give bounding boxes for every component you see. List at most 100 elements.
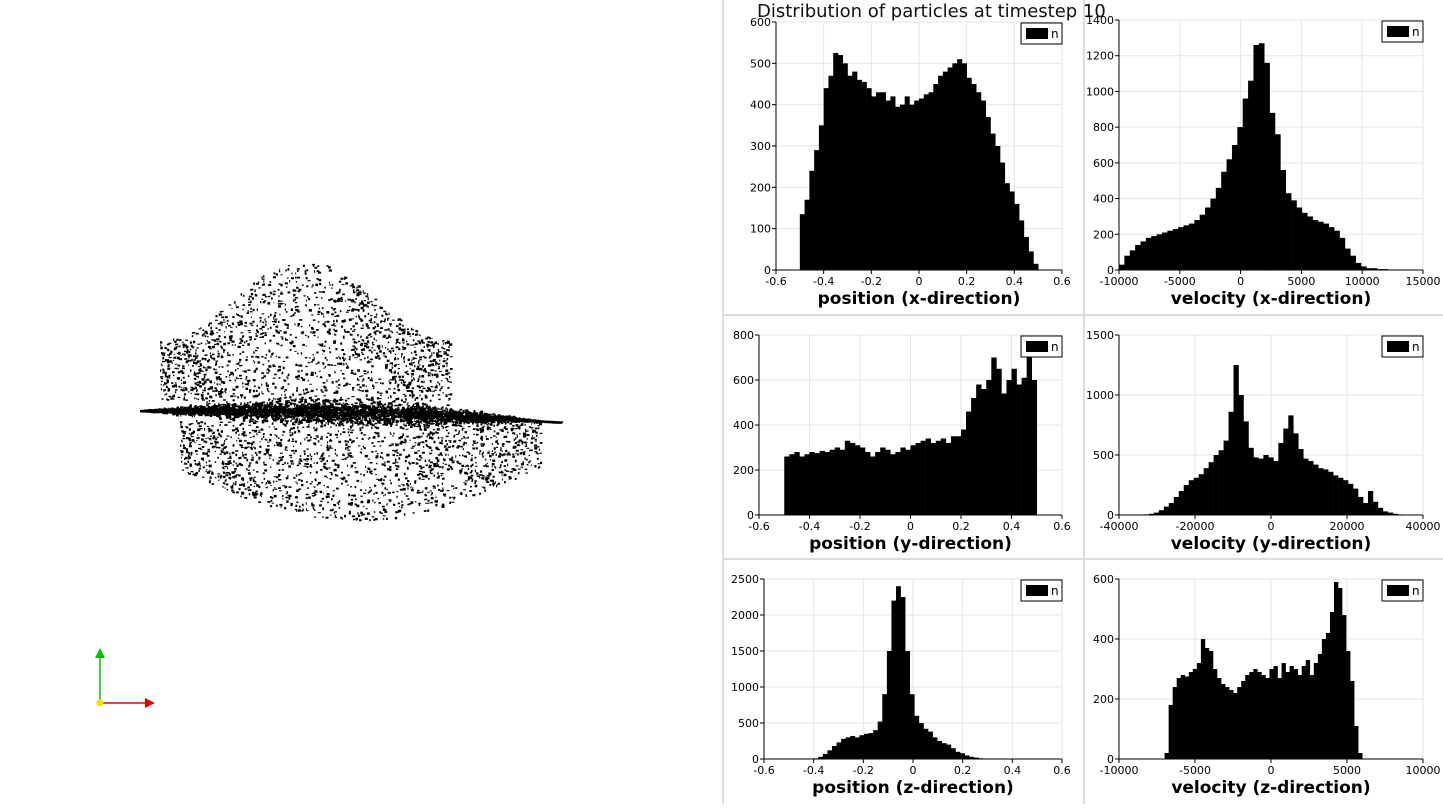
histogram-bar bbox=[1157, 234, 1163, 270]
histogram-bar bbox=[810, 452, 815, 515]
histogram-bar bbox=[835, 448, 840, 516]
histogram-bar bbox=[1184, 225, 1190, 270]
histogram-bar bbox=[1273, 461, 1278, 515]
histogram-bar bbox=[1346, 651, 1350, 759]
histogram-bar bbox=[1378, 508, 1383, 515]
histogram-bar bbox=[1165, 753, 1169, 759]
y-tick-label: 1000 bbox=[1086, 85, 1114, 98]
histogram-bar bbox=[1200, 215, 1206, 270]
histogram-bar bbox=[929, 92, 934, 270]
y-tick-label: 1000 bbox=[731, 681, 759, 694]
histogram-bar bbox=[855, 737, 860, 759]
legend-label: n bbox=[1412, 584, 1420, 598]
histogram-bar bbox=[1306, 660, 1310, 759]
histogram-bar bbox=[828, 76, 833, 270]
histogram-bar bbox=[1253, 669, 1257, 759]
histogram-bar bbox=[943, 72, 948, 270]
histogram-bar bbox=[1263, 455, 1268, 515]
histogram-bar bbox=[1248, 81, 1254, 270]
x-tick-label: 0 bbox=[910, 764, 917, 777]
histogram-bar bbox=[867, 88, 872, 270]
histogram-bar bbox=[895, 452, 900, 515]
histogram-bar bbox=[921, 441, 926, 515]
histogram-bar bbox=[1294, 669, 1298, 759]
histogram-bar bbox=[870, 457, 875, 516]
x-tick-label: -5000 bbox=[1179, 764, 1211, 777]
histogram-bar bbox=[1275, 134, 1281, 270]
histogram-bar bbox=[1234, 365, 1239, 515]
histogram-bar bbox=[1205, 208, 1211, 271]
histogram-bar bbox=[823, 754, 828, 759]
x-tick-label: 5000 bbox=[1287, 275, 1315, 288]
histogram-bar bbox=[819, 125, 824, 270]
y-tick-label: 200 bbox=[750, 181, 771, 194]
histogram-bar bbox=[1141, 241, 1147, 270]
histogram-bar bbox=[976, 92, 981, 270]
histogram-bar bbox=[876, 92, 881, 270]
histogram-bar bbox=[1239, 395, 1244, 515]
histogram-bar bbox=[1012, 369, 1017, 515]
histogram-bar bbox=[928, 732, 933, 759]
histogram-bar bbox=[1243, 421, 1248, 515]
histogram-bar bbox=[846, 737, 851, 759]
x-tick-label: -10000 bbox=[1100, 764, 1139, 777]
histogram-bar bbox=[1224, 441, 1229, 515]
x-tick-label: -0.2 bbox=[853, 764, 874, 777]
histogram-bar bbox=[1258, 459, 1263, 515]
histogram-bar bbox=[852, 72, 857, 270]
y-tick-label: 200 bbox=[733, 464, 754, 477]
histogram-bar bbox=[862, 82, 867, 270]
histogram-bar bbox=[1189, 480, 1194, 515]
histogram-bar bbox=[1124, 256, 1130, 270]
histogram-bar bbox=[1241, 681, 1245, 759]
histogram-bar bbox=[946, 443, 951, 515]
histogram-bar bbox=[916, 443, 921, 515]
histogram-bar bbox=[1253, 457, 1258, 515]
histogram-bar bbox=[1383, 511, 1388, 515]
histogram-bar bbox=[848, 76, 853, 270]
histogram-bar bbox=[1368, 491, 1373, 515]
legend-swatch bbox=[1026, 28, 1048, 39]
histogram-bar bbox=[957, 59, 962, 270]
y-tick-label: 100 bbox=[750, 223, 771, 236]
histogram-bar bbox=[1270, 113, 1276, 270]
histogram-bar bbox=[1283, 429, 1288, 515]
x-axis-label: position (z-direction) bbox=[812, 778, 1014, 798]
histogram-bar bbox=[1022, 378, 1027, 515]
histogram-bar bbox=[1313, 465, 1318, 515]
histogram-bar bbox=[931, 443, 936, 515]
histogram-bar bbox=[1130, 250, 1136, 270]
histogram-bar bbox=[1330, 612, 1334, 759]
histogram-bar bbox=[995, 146, 1000, 270]
histogram-bar bbox=[1303, 459, 1308, 515]
x-tick-label: 20000 bbox=[1330, 520, 1365, 533]
histogram-bar bbox=[1264, 63, 1270, 270]
histogram-bar bbox=[955, 752, 960, 759]
x-tick-label: 0 bbox=[916, 275, 923, 288]
histogram-bar bbox=[1010, 191, 1015, 270]
legend-label: n bbox=[1051, 340, 1059, 354]
legend-swatch bbox=[1387, 585, 1409, 596]
histogram-bar bbox=[1189, 224, 1195, 270]
histogram-bar bbox=[1221, 684, 1225, 759]
histogram-bar bbox=[951, 748, 956, 759]
histogram-bar bbox=[905, 651, 910, 759]
histogram-bar bbox=[952, 63, 957, 270]
histogram-bar bbox=[941, 439, 946, 516]
histogram-bar bbox=[1361, 266, 1367, 270]
histogram-bar bbox=[895, 107, 900, 270]
y-tick-label: 200 bbox=[1093, 693, 1114, 706]
histogram-bar bbox=[887, 651, 892, 759]
histogram-bar bbox=[1318, 654, 1322, 759]
y-tick-label: 0 bbox=[752, 753, 759, 766]
histogram-bar bbox=[1293, 433, 1298, 515]
x-tick-label: 15000 bbox=[1406, 275, 1441, 288]
histogram-bar bbox=[1288, 415, 1293, 515]
y-tick-label: 2500 bbox=[731, 573, 759, 586]
histogram-bar bbox=[1318, 468, 1323, 515]
histogram-bar bbox=[1017, 385, 1022, 516]
x-tick-label: 0.4 bbox=[1006, 275, 1024, 288]
legend-swatch bbox=[1387, 26, 1409, 37]
histogram-bar bbox=[1194, 220, 1200, 270]
